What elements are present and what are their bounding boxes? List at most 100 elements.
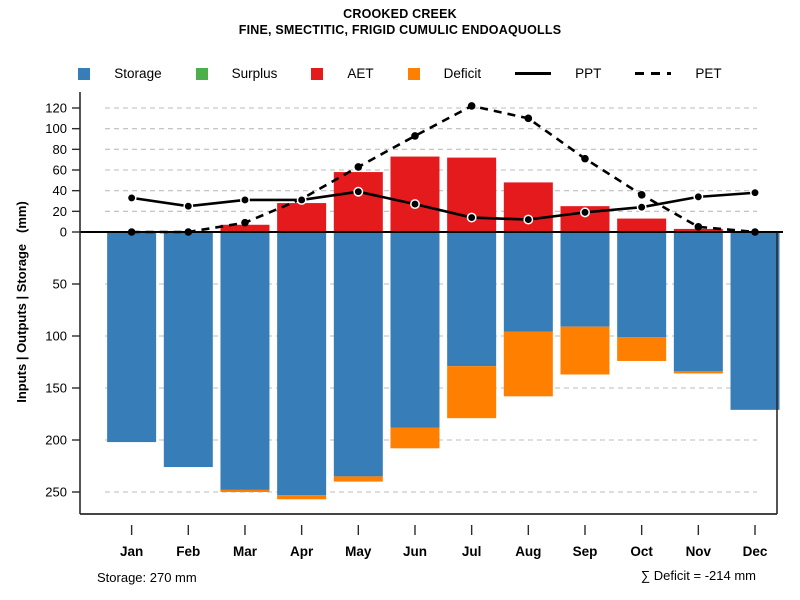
legend-label: Surplus [231, 66, 278, 81]
bar-aet-apr [277, 203, 327, 232]
pet-point-nov [694, 223, 703, 231]
storage-swatch-icon [78, 67, 91, 80]
pet-point-dec [751, 228, 759, 236]
pet-line-sample-icon [635, 72, 672, 75]
month-label-feb: Feb [176, 544, 200, 559]
y-tick-label-plus-0: 0 [60, 225, 67, 240]
bar-deficit-aug [503, 331, 553, 397]
ppt-point-jan [126, 192, 137, 203]
bar-deficit-sep [560, 326, 610, 375]
pet-point-jan [127, 228, 136, 236]
month-label-jun: Jun [403, 544, 427, 559]
ppt-point-dec [750, 187, 760, 198]
ppt-point-mar [240, 195, 250, 205]
ppt-point-nov [693, 191, 704, 202]
ppt-point-jun [410, 199, 420, 210]
ppt-point-apr [296, 195, 307, 205]
chart-title-block: CROOKED CREEK FINE, SMECTITIC, FRIGID CU… [0, 6, 800, 38]
month-label-oct: Oct [630, 544, 653, 559]
y-tick-label-minus-150: 150 [45, 381, 67, 396]
legend-label: Storage [114, 66, 162, 81]
ppt-point-aug [523, 214, 534, 225]
ppt-line [131, 190, 756, 221]
chart-subtitle: FINE, SMECTITIC, FRIGID CUMULIC ENDOAQUO… [238, 23, 562, 37]
month-label-dec: Dec [743, 544, 768, 559]
y-tick-label-minus-250: 250 [45, 485, 67, 500]
ppt-point-oct [636, 202, 647, 213]
bar-storage-oct [617, 232, 667, 338]
pet-point-feb [184, 228, 193, 236]
pet-line [131, 104, 756, 234]
ppt-point-sep [580, 207, 590, 218]
pet-point-jul [467, 102, 476, 110]
legend-item-aet: AET [311, 66, 374, 81]
pet-point-oct [637, 191, 646, 199]
legend-label: PET [695, 66, 722, 81]
bar-aet-aug [503, 182, 553, 232]
bar-storage-jul [447, 232, 497, 367]
bar-deficit-oct [617, 337, 667, 361]
legend-item-pet: PET [635, 66, 722, 81]
y-axis-title: Inputs | Outputs | Storage (mm) [14, 201, 29, 403]
y-tick-label-plus-120: 120 [45, 101, 67, 116]
storage-capacity-caption: Storage: 270 mm [97, 570, 197, 585]
bar-storage-jan [107, 232, 157, 443]
bar-deficit-may [333, 476, 383, 482]
bar-aet-jun [390, 156, 440, 232]
y-tick-label-plus-60: 60 [53, 163, 67, 178]
chart-legend: Storage Surplus AET Deficit PPT PET [0, 66, 800, 81]
bar-deficit-jul [447, 366, 497, 419]
month-label-mar: Mar [233, 544, 258, 559]
bar-aet-may [333, 172, 383, 232]
legend-item-ppt: PPT [515, 66, 601, 81]
legend-item-deficit: Deficit [407, 66, 482, 81]
pet-point-may [354, 163, 363, 171]
y-tick-label-plus-80: 80 [53, 142, 67, 157]
legend-item-surplus: Surplus [195, 66, 278, 81]
y-tick-label-minus-100: 100 [45, 329, 67, 344]
ppt-line-sample-icon [515, 72, 552, 75]
bar-storage-jun [390, 232, 440, 428]
month-label-apr: Apr [290, 544, 314, 559]
y-tick-label-plus-20: 20 [53, 204, 67, 219]
legend-label: AET [347, 66, 374, 81]
ppt-point-may [353, 186, 364, 197]
deficit-sum-caption: ∑ Deficit = -214 mm [640, 568, 756, 583]
bar-storage-aug [503, 232, 553, 332]
bar-aet-mar [220, 224, 270, 232]
bar-deficit-apr [277, 495, 327, 500]
bar-storage-mar [220, 232, 270, 490]
y-tick-label-plus-100: 100 [45, 121, 67, 136]
pet-point-jun [411, 132, 419, 140]
deficit-swatch-icon [407, 67, 420, 80]
bar-aet-oct [617, 218, 667, 232]
bar-storage-feb [163, 232, 213, 468]
legend-label: PPT [575, 66, 602, 81]
bar-deficit-mar [220, 489, 270, 492]
y-tick-label-plus-40: 40 [53, 183, 67, 198]
y-tick-label-minus-50: 50 [53, 277, 67, 292]
pet-point-aug [524, 114, 533, 123]
legend-item-storage: Storage [78, 66, 162, 81]
surplus-swatch-icon [195, 67, 208, 80]
month-label-nov: Nov [686, 544, 712, 559]
bar-deficit-nov [673, 371, 723, 374]
bar-storage-apr [277, 232, 327, 496]
month-label-jul: Jul [462, 544, 482, 559]
month-label-jan: Jan [120, 544, 143, 559]
month-label-aug: Aug [515, 544, 541, 559]
bar-storage-sep [560, 232, 610, 327]
aet-swatch-icon [311, 67, 324, 80]
month-label-may: May [345, 544, 372, 559]
bar-deficit-jun [390, 427, 440, 449]
bar-storage-dec [730, 232, 780, 410]
bar-storage-nov [673, 232, 723, 372]
month-label-sep: Sep [573, 544, 598, 559]
bar-storage-may [333, 232, 383, 477]
legend-label: Deficit [443, 66, 482, 81]
pet-point-sep [581, 154, 589, 163]
pet-point-mar [241, 218, 249, 227]
chart-title: CROOKED CREEK [343, 7, 457, 21]
